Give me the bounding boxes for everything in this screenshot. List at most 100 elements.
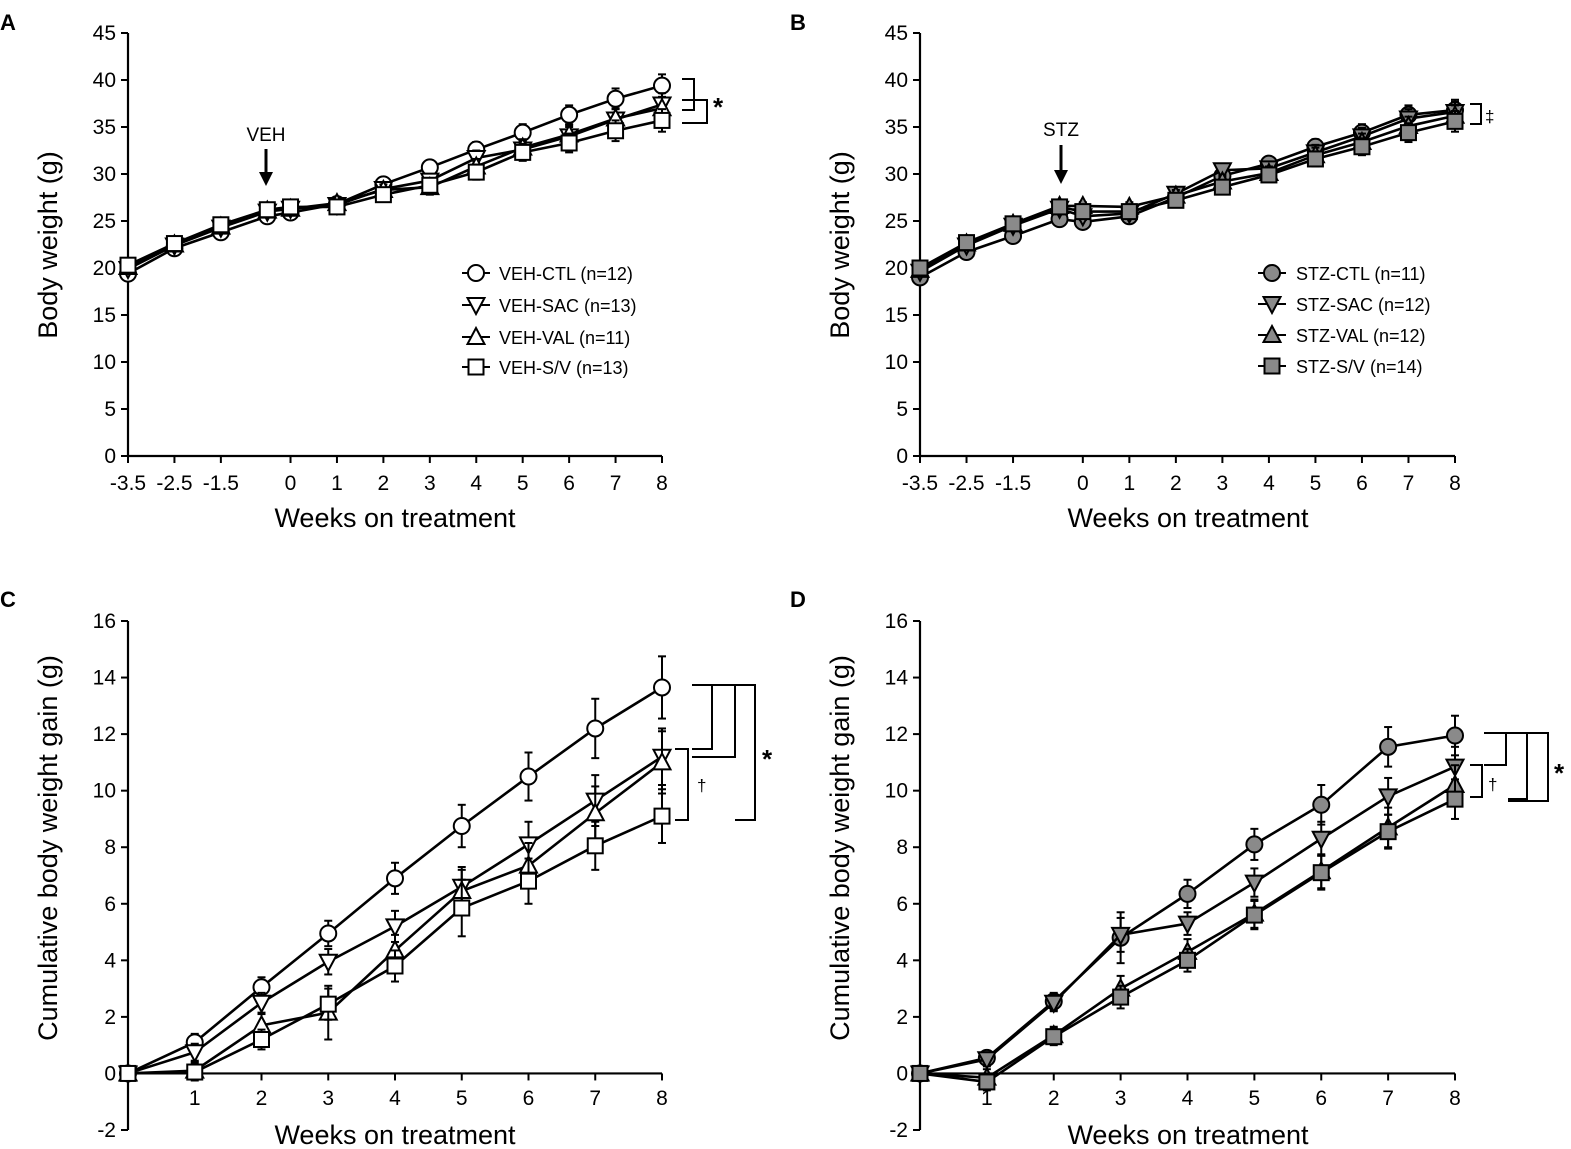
data-point <box>328 198 346 216</box>
legend-label: VEH-VAL (n=11) <box>499 328 630 348</box>
legend-label: STZ-CTL (n=11) <box>1296 264 1426 284</box>
series-ctl <box>911 714 1464 1083</box>
x-tick-label: 5 <box>456 1087 468 1110</box>
legend-label: STZ-VAL (n=12) <box>1296 326 1426 346</box>
legend-entry: VEH-VAL (n=11) <box>462 325 630 348</box>
legend-marker-shape <box>465 297 487 317</box>
legend-marker <box>1263 357 1281 375</box>
data-point <box>384 918 406 938</box>
x-tick-label: 4 <box>1263 472 1275 495</box>
x-tick-label: 0 <box>1077 472 1089 495</box>
panel-a-significance: * <box>682 78 724 124</box>
x-tick-label: 6 <box>1315 1087 1327 1110</box>
panel-label-d: D <box>790 587 806 612</box>
data-point <box>1446 112 1464 130</box>
significance-marker: * <box>762 744 773 774</box>
x-tick-label: 7 <box>589 1087 601 1110</box>
legend-label: STZ-S/V (n=14) <box>1296 357 1423 377</box>
x-tick-label: -1.5 <box>995 472 1031 495</box>
legend-entry: VEH-CTL (n=12) <box>462 264 633 284</box>
x-tick-label: -1.5 <box>203 472 239 495</box>
y-tick-label: 20 <box>93 257 116 280</box>
legend-marker <box>467 358 485 376</box>
panel-b: B Body weight (g) Weeks on treatment STZ… <box>790 10 1494 533</box>
x-tick-label: 6 <box>563 472 575 495</box>
y-tick-label: 10 <box>93 351 116 374</box>
significance-marker: † <box>697 776 706 795</box>
data-point <box>1312 864 1330 882</box>
series-val <box>117 730 673 1082</box>
legend-marker <box>465 297 487 317</box>
y-tick-label: 2 <box>896 1006 908 1029</box>
y-tick-label: 40 <box>93 69 116 92</box>
data-point <box>911 1064 929 1082</box>
y-tick-label: 8 <box>104 836 116 859</box>
y-tick-label: 4 <box>896 949 908 972</box>
x-tick-label: 1 <box>981 1087 993 1110</box>
data-point <box>911 259 929 277</box>
data-point <box>606 89 625 108</box>
x-tick-label: 8 <box>1449 472 1461 495</box>
legend-label: STZ-SAC (n=12) <box>1296 295 1431 315</box>
y-tick-label: 25 <box>93 210 116 233</box>
series-sv <box>911 778 1464 1092</box>
x-tick-label: 8 <box>656 472 668 495</box>
series-ctl <box>119 73 671 283</box>
data-point <box>319 995 337 1013</box>
legend-entry: STZ-VAL (n=12) <box>1258 323 1426 346</box>
data-point <box>119 256 137 274</box>
y-tick-label: 6 <box>896 893 908 916</box>
data-point <box>1377 788 1399 808</box>
x-tick-label: -2.5 <box>948 472 984 495</box>
significance-marker: * <box>713 92 724 122</box>
panel-a-annotation-label: VEH <box>246 125 285 146</box>
panel-d-y-title: Cumulative body weight gain (g) <box>825 655 855 1041</box>
x-tick-label: 7 <box>1403 472 1415 495</box>
legend-marker <box>1263 264 1281 282</box>
data-point <box>1112 988 1130 1006</box>
data-point <box>453 899 471 917</box>
data-point <box>607 122 625 140</box>
data-point <box>651 751 673 771</box>
data-point <box>1245 835 1264 854</box>
series-line <box>919 108 1456 279</box>
y-tick-label: 5 <box>896 398 908 421</box>
y-tick-label: 0 <box>896 1062 908 1085</box>
data-point <box>1260 166 1278 184</box>
y-tick-label: 2 <box>104 1006 116 1029</box>
y-tick-label: 16 <box>885 610 908 633</box>
data-point <box>586 837 604 855</box>
data-point <box>186 1063 204 1081</box>
legend-marker-shape <box>1263 264 1281 282</box>
panel-b-annotation-label: STZ <box>1043 120 1079 141</box>
data-point <box>653 76 671 95</box>
data-point <box>421 176 439 194</box>
data-point <box>653 111 671 129</box>
data-point <box>1379 823 1397 841</box>
x-tick-label: 4 <box>1182 1087 1194 1110</box>
data-point <box>467 163 485 181</box>
legend-label: VEH-S/V (n=13) <box>499 358 629 378</box>
y-tick-label: 14 <box>93 667 117 690</box>
panel-a-legend: VEH-CTL (n=12) VEH-SAC (n=13) VEH-VAL (n… <box>462 264 637 378</box>
legend-marker-shape <box>1261 296 1283 316</box>
series-sv <box>119 788 671 1082</box>
series-val <box>117 95 673 276</box>
legend-entry: STZ-S/V (n=14) <box>1258 357 1423 377</box>
data-point <box>958 234 976 252</box>
x-tick-label: 1 <box>1124 472 1136 495</box>
x-tick-label: 5 <box>1310 472 1322 495</box>
y-tick-label: 0 <box>104 445 116 468</box>
data-point <box>1312 795 1331 814</box>
y-tick-label: 35 <box>93 116 116 139</box>
x-tick-label: 3 <box>1115 1087 1127 1110</box>
x-tick-label: 3 <box>322 1087 334 1110</box>
series-sac <box>909 745 1466 1085</box>
y-tick-label: 25 <box>885 210 908 233</box>
data-point <box>1179 951 1196 969</box>
data-point <box>258 201 276 219</box>
y-tick-label: -2 <box>97 1119 116 1142</box>
panel-label-c: C <box>0 587 16 612</box>
legend-entry: STZ-CTL (n=11) <box>1258 264 1426 284</box>
series-line <box>127 84 663 275</box>
